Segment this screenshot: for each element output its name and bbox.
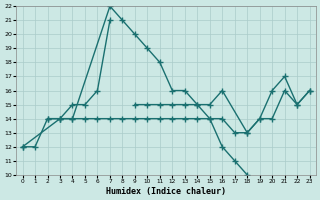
X-axis label: Humidex (Indice chaleur): Humidex (Indice chaleur) xyxy=(106,187,226,196)
